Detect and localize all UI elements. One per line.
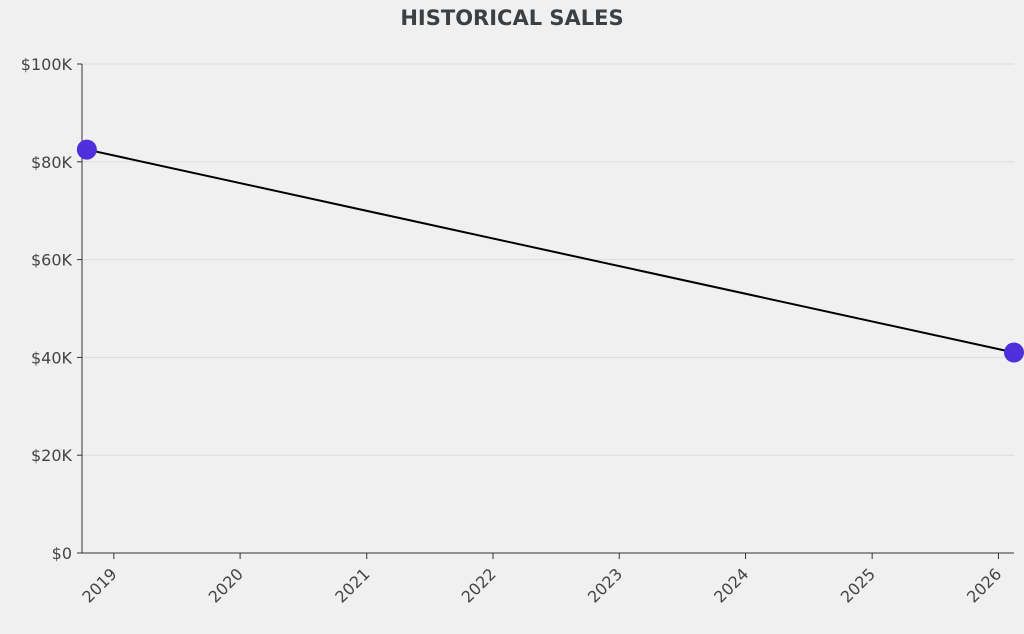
x-tick-label: 2025 — [837, 564, 879, 606]
x-tick-label: 2022 — [458, 564, 500, 606]
y-axis: $0 $20K $40K $60K $80K $100K — [21, 55, 83, 563]
y-tick-label: $0 — [52, 544, 72, 563]
x-tick-label: 2021 — [331, 564, 373, 606]
data-point-marker[interactable] — [1004, 342, 1024, 363]
gridlines — [82, 63, 1014, 456]
x-tick-label: 2020 — [205, 564, 247, 606]
x-axis: 2019 2020 2021 2022 2023 2024 2025 2026 — [78, 552, 1014, 607]
y-tick-label: $20K — [31, 446, 73, 465]
x-tick-label: 2026 — [963, 564, 1005, 606]
x-tick-label: 2019 — [78, 564, 120, 606]
y-tick-label: $100K — [21, 55, 73, 74]
chart-title: HISTORICAL SALES — [400, 6, 623, 30]
series-group — [76, 139, 1024, 363]
series-line — [86, 148, 1015, 354]
data-point-marker[interactable] — [76, 139, 97, 160]
x-tick-label: 2024 — [710, 564, 752, 606]
x-tick-label: 2023 — [584, 564, 626, 606]
y-tick-label: $80K — [31, 153, 73, 172]
y-tick-label: $60K — [31, 251, 73, 270]
y-tick-label: $40K — [31, 348, 73, 367]
